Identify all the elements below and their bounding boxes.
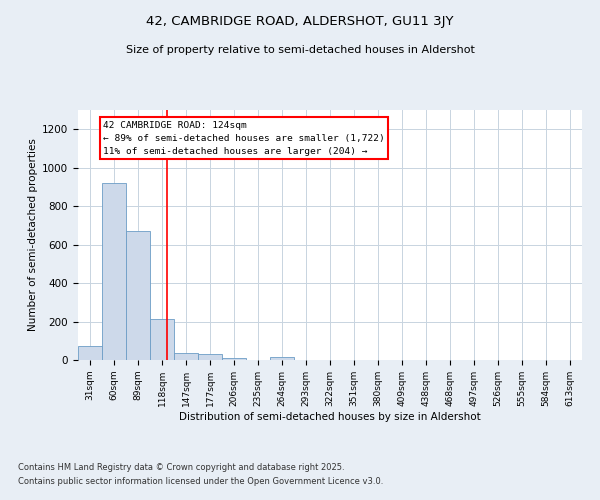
Bar: [78, 346, 102, 360]
Text: Size of property relative to semi-detached houses in Aldershot: Size of property relative to semi-detach…: [125, 45, 475, 55]
Bar: [126, 231, 150, 360]
Bar: [198, 354, 222, 360]
Text: Contains public sector information licensed under the Open Government Licence v3: Contains public sector information licen…: [18, 477, 383, 486]
Bar: [222, 358, 246, 360]
X-axis label: Distribution of semi-detached houses by size in Aldershot: Distribution of semi-detached houses by …: [179, 412, 481, 422]
Bar: [174, 354, 198, 360]
Y-axis label: Number of semi-detached properties: Number of semi-detached properties: [28, 138, 38, 332]
Bar: [150, 318, 174, 360]
Text: 42, CAMBRIDGE ROAD, ALDERSHOT, GU11 3JY: 42, CAMBRIDGE ROAD, ALDERSHOT, GU11 3JY: [146, 15, 454, 28]
Bar: [102, 183, 126, 360]
Text: 42 CAMBRIDGE ROAD: 124sqm
← 89% of semi-detached houses are smaller (1,722)
11% : 42 CAMBRIDGE ROAD: 124sqm ← 89% of semi-…: [103, 120, 385, 156]
Bar: [270, 357, 294, 360]
Text: Contains HM Land Registry data © Crown copyright and database right 2025.: Contains HM Land Registry data © Crown c…: [18, 464, 344, 472]
